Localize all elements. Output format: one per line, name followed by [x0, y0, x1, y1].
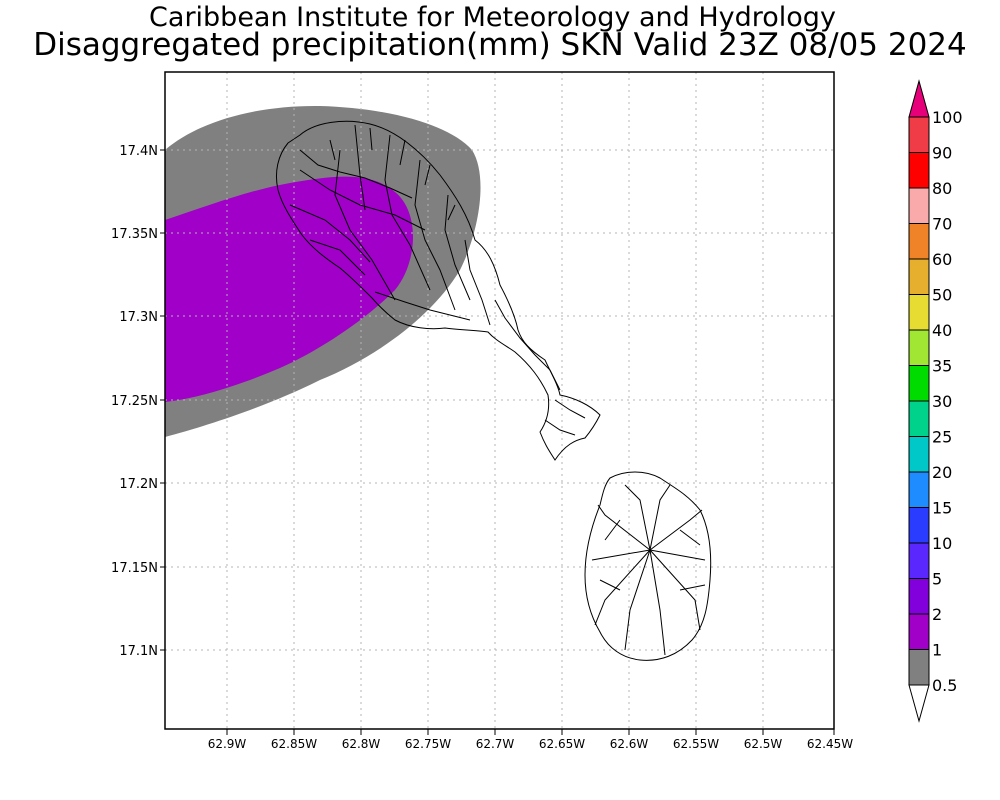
- colorbar-segment: [908, 187, 930, 224]
- colorbar-label: 35: [932, 357, 952, 376]
- colorbar-label: 50: [932, 286, 952, 305]
- colorbar-bottom-arrow: [908, 684, 930, 723]
- chart-title-product: Disaggregated precipitation(mm) SKN Vali…: [33, 27, 967, 63]
- colorbar-segment: [908, 365, 930, 402]
- colorbar-segment: [908, 578, 930, 615]
- lon-label: 62.8W: [342, 737, 381, 751]
- colorbar-label: 15: [932, 499, 952, 518]
- lon-label: 62.65W: [539, 737, 585, 751]
- lon-label: 62.6W: [610, 737, 649, 751]
- colorbar-segment: [908, 649, 930, 686]
- colorbar-label: 1: [932, 641, 942, 660]
- colorbar-segment: [908, 613, 930, 650]
- lon-label: 62.7W: [476, 737, 515, 751]
- colorbar-label: 10: [932, 534, 952, 553]
- island-north: [275, 120, 601, 461]
- lon-label: 62.85W: [271, 737, 317, 751]
- colorbar-label: 20: [932, 463, 952, 482]
- lon-label: 62.45W: [807, 737, 853, 751]
- colorbar-label: 25: [932, 428, 952, 447]
- lat-label: 17.15N: [111, 561, 158, 576]
- colorbar-segment: [908, 223, 930, 260]
- island-south: [584, 471, 712, 661]
- lon-label: 62.9W: [208, 737, 247, 751]
- colorbar-segment: [908, 294, 930, 331]
- lat-label: 17.25N: [111, 394, 158, 409]
- colorbar-segment: [908, 152, 930, 189]
- colorbar-segment: [908, 400, 930, 437]
- lat-label: 17.3N: [119, 310, 158, 325]
- lon-label: 62.75W: [405, 737, 451, 751]
- colorbar-segment: [908, 258, 930, 295]
- colorbar-segment: [908, 436, 930, 473]
- colorbar-label: 80: [932, 179, 952, 198]
- lon-label: 62.5W: [744, 737, 783, 751]
- colorbar-label: 40: [932, 321, 952, 340]
- colorbar-label: 0.5: [932, 676, 957, 695]
- colorbar-top-arrow: [908, 79, 930, 118]
- colorbar-label: 100: [932, 108, 963, 127]
- lat-label: 17.2N: [119, 477, 158, 492]
- colorbar-segment: [908, 471, 930, 508]
- lat-label: 17.1N: [119, 644, 158, 659]
- chart-title-institute: Caribbean Institute for Meteorology and …: [149, 2, 836, 33]
- lat-label: 17.4N: [119, 144, 158, 159]
- colorbar-label: 2: [932, 605, 942, 624]
- colorbar-segment: [908, 542, 930, 579]
- colorbar-segment: [908, 116, 930, 153]
- colorbar-label: 5: [932, 570, 942, 589]
- colorbar-label: 60: [932, 250, 952, 269]
- colorbar-label: 70: [932, 215, 952, 234]
- colorbar-label: 30: [932, 392, 952, 411]
- tick-marks: [160, 149, 835, 735]
- lat-label: 17.35N: [111, 227, 158, 242]
- colorbar-segment: [908, 507, 930, 544]
- colorbar-label: 90: [932, 144, 952, 163]
- lon-label: 62.55W: [673, 737, 719, 751]
- colorbar-segment: [908, 329, 930, 366]
